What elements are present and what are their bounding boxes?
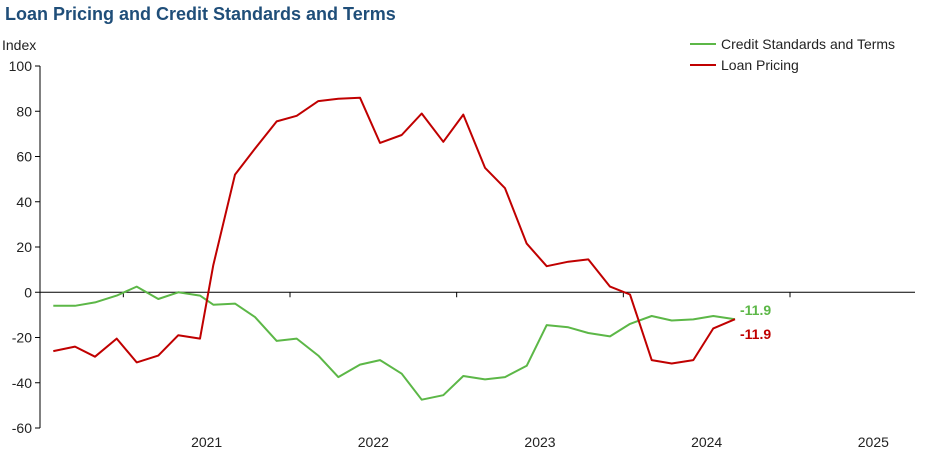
x-tick-label: 2023: [524, 434, 555, 450]
y-tick-label: -20: [12, 330, 32, 346]
y-tick-label: 0: [24, 284, 32, 300]
y-axis-label: Index: [2, 37, 36, 53]
end-value-label: -11.9: [740, 302, 771, 318]
y-tick-label: 60: [16, 149, 32, 165]
series-line-credit-standards: [53, 285, 736, 401]
legend-label: Loan Pricing: [721, 57, 799, 73]
x-tick-label: 2025: [858, 434, 889, 450]
legend-label: Credit Standards and Terms: [721, 36, 895, 52]
y-tick-label: 20: [16, 239, 32, 255]
end-value-label: -11.9: [740, 326, 771, 342]
y-tick-label: 80: [16, 103, 32, 119]
legend: Credit Standards and Terms Loan Pricing: [690, 36, 895, 73]
series-line-loan-pricing: [53, 96, 736, 365]
y-tick-label: 100: [9, 58, 33, 74]
chart-title: Loan Pricing and Credit Standards and Te…: [5, 4, 396, 24]
y-tick-label: -40: [12, 375, 32, 391]
y-tick-label: -60: [12, 420, 32, 436]
end-labels: -11.9 -11.9: [740, 302, 771, 342]
series-lines: [53, 96, 736, 401]
y-tick-labels: 100 80 60 40 20 0 -20 -40 -60: [9, 58, 33, 436]
x-tick-labels: 2021 2022 2023 2024 2025: [191, 434, 889, 450]
x-tick-label: 2024: [691, 434, 722, 450]
x-tick-label: 2022: [358, 434, 389, 450]
x-tick-label: 2021: [191, 434, 222, 450]
y-tick-label: 40: [16, 194, 32, 210]
axes: [35, 65, 915, 429]
